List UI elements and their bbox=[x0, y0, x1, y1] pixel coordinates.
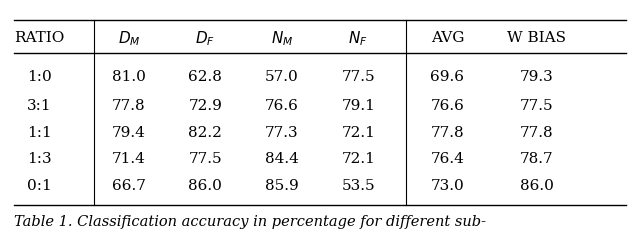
Text: 73.0: 73.0 bbox=[431, 179, 464, 193]
Text: $D_M$: $D_M$ bbox=[118, 29, 140, 48]
Text: 84.4: 84.4 bbox=[265, 152, 299, 166]
Text: 72.1: 72.1 bbox=[341, 152, 375, 166]
Text: 1:3: 1:3 bbox=[28, 152, 52, 166]
Text: 77.5: 77.5 bbox=[520, 99, 554, 113]
Text: 57.0: 57.0 bbox=[265, 70, 299, 84]
Text: AVG: AVG bbox=[431, 31, 464, 45]
Text: 72.9: 72.9 bbox=[188, 99, 222, 113]
Text: 85.9: 85.9 bbox=[265, 179, 299, 193]
Text: $N_M$: $N_M$ bbox=[271, 29, 293, 48]
Text: 86.0: 86.0 bbox=[188, 179, 222, 193]
Text: $D_F$: $D_F$ bbox=[195, 29, 215, 48]
Text: 86.0: 86.0 bbox=[520, 179, 554, 193]
Text: 76.4: 76.4 bbox=[431, 152, 465, 166]
Text: 77.8: 77.8 bbox=[112, 99, 146, 113]
Text: 78.7: 78.7 bbox=[520, 152, 554, 166]
Text: 81.0: 81.0 bbox=[112, 70, 146, 84]
Text: 77.5: 77.5 bbox=[189, 152, 222, 166]
Text: 79.3: 79.3 bbox=[520, 70, 554, 84]
Text: 77.3: 77.3 bbox=[265, 126, 299, 140]
Text: W BIAS: W BIAS bbox=[507, 31, 566, 45]
Text: 71.4: 71.4 bbox=[112, 152, 146, 166]
Text: 66.7: 66.7 bbox=[112, 179, 146, 193]
Text: 1:1: 1:1 bbox=[28, 126, 52, 140]
Text: $N_F$: $N_F$ bbox=[348, 29, 368, 48]
Text: RATIO: RATIO bbox=[15, 31, 65, 45]
Text: 82.2: 82.2 bbox=[188, 126, 222, 140]
Text: 76.6: 76.6 bbox=[431, 99, 465, 113]
Text: 79.1: 79.1 bbox=[341, 99, 375, 113]
Text: Table 1. Classification accuracy in percentage for different sub-: Table 1. Classification accuracy in perc… bbox=[14, 215, 486, 229]
Text: 62.8: 62.8 bbox=[188, 70, 222, 84]
Text: 76.6: 76.6 bbox=[265, 99, 299, 113]
Text: 3:1: 3:1 bbox=[28, 99, 52, 113]
Text: 77.5: 77.5 bbox=[341, 70, 375, 84]
Text: 69.6: 69.6 bbox=[431, 70, 465, 84]
Text: 53.5: 53.5 bbox=[341, 179, 375, 193]
Text: 72.1: 72.1 bbox=[341, 126, 375, 140]
Text: 77.8: 77.8 bbox=[431, 126, 464, 140]
Text: 1:0: 1:0 bbox=[28, 70, 52, 84]
Text: 0:1: 0:1 bbox=[28, 179, 52, 193]
Text: 79.4: 79.4 bbox=[112, 126, 146, 140]
Text: 77.8: 77.8 bbox=[520, 126, 554, 140]
